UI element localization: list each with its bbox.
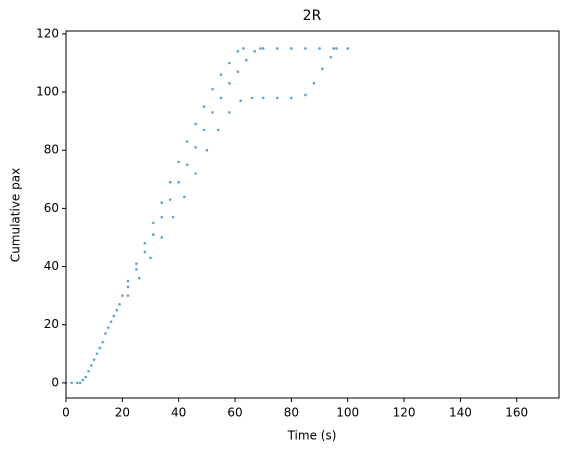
point <box>219 96 223 100</box>
point <box>228 82 231 85</box>
point <box>78 381 82 385</box>
y-tick-label: 20 <box>44 317 59 331</box>
point <box>259 47 262 50</box>
point <box>98 346 102 350</box>
point <box>202 105 206 108</box>
point <box>152 233 155 236</box>
point <box>118 303 121 306</box>
point <box>321 67 324 71</box>
point <box>244 58 248 62</box>
x-tick-label: 60 <box>227 406 242 420</box>
point <box>185 140 189 143</box>
point <box>250 96 254 100</box>
point <box>185 163 189 167</box>
point <box>211 111 214 114</box>
point <box>194 172 197 175</box>
point <box>275 47 279 50</box>
point <box>168 198 172 201</box>
point <box>216 128 220 132</box>
point <box>92 358 96 361</box>
point <box>135 262 138 265</box>
x-tick-label: 80 <box>284 406 299 420</box>
point <box>304 93 307 97</box>
point <box>202 128 206 132</box>
point <box>335 47 338 50</box>
point <box>228 111 231 114</box>
point <box>236 50 240 53</box>
point <box>219 73 223 76</box>
chart-title: 2R <box>303 8 322 24</box>
point <box>211 87 214 91</box>
y-tick-label: 80 <box>44 143 59 157</box>
point <box>290 96 293 100</box>
point <box>101 340 104 344</box>
point <box>135 268 138 271</box>
y-tick-label: 40 <box>44 259 59 273</box>
point <box>115 308 119 312</box>
point <box>126 279 130 283</box>
point <box>261 96 265 100</box>
y-tick-label: 120 <box>36 26 59 40</box>
y-tick-label: 100 <box>36 85 59 99</box>
point <box>84 375 88 379</box>
point <box>95 352 99 356</box>
point <box>236 70 240 74</box>
x-tick-label: 160 <box>505 406 528 420</box>
x-tick-label: 0 <box>62 406 70 420</box>
plot-frame <box>65 30 560 399</box>
point <box>121 294 124 297</box>
point <box>312 82 316 85</box>
point <box>275 96 279 100</box>
point <box>346 47 350 50</box>
point <box>171 215 175 219</box>
y-tick-label: 60 <box>44 201 59 215</box>
y-axis-label: Cumulative pax <box>9 168 23 262</box>
point <box>253 50 257 53</box>
point <box>332 47 335 50</box>
point <box>205 148 209 152</box>
point <box>126 285 130 289</box>
point <box>261 47 265 50</box>
x-axis-label: Time (s) <box>287 429 337 443</box>
point <box>81 378 85 382</box>
point <box>290 47 293 50</box>
point <box>318 47 321 50</box>
point <box>168 180 172 184</box>
point <box>143 250 147 254</box>
point <box>126 294 130 297</box>
point <box>137 276 141 280</box>
point <box>149 256 152 260</box>
point <box>329 55 333 59</box>
point <box>75 381 79 385</box>
point <box>177 180 180 184</box>
point <box>152 221 155 225</box>
point <box>70 381 73 385</box>
point <box>160 201 164 204</box>
point <box>87 369 90 373</box>
x-tick-label: 40 <box>171 406 186 420</box>
point <box>90 364 93 367</box>
point <box>194 122 197 126</box>
point <box>104 332 107 335</box>
point <box>242 47 245 50</box>
point <box>228 61 231 65</box>
x-tick-label: 140 <box>449 406 472 420</box>
point <box>304 47 307 50</box>
point <box>194 146 197 149</box>
x-tick-label: 100 <box>336 406 359 420</box>
x-tick-label: 120 <box>393 406 416 420</box>
point <box>109 320 113 324</box>
point <box>160 215 164 219</box>
x-tick-label: 20 <box>115 406 130 420</box>
point <box>183 195 186 199</box>
point <box>143 241 147 245</box>
point <box>177 160 180 164</box>
point <box>112 314 116 318</box>
y-tick-label: 0 <box>51 375 59 389</box>
point <box>106 326 110 329</box>
point <box>239 99 242 103</box>
point <box>160 236 164 239</box>
